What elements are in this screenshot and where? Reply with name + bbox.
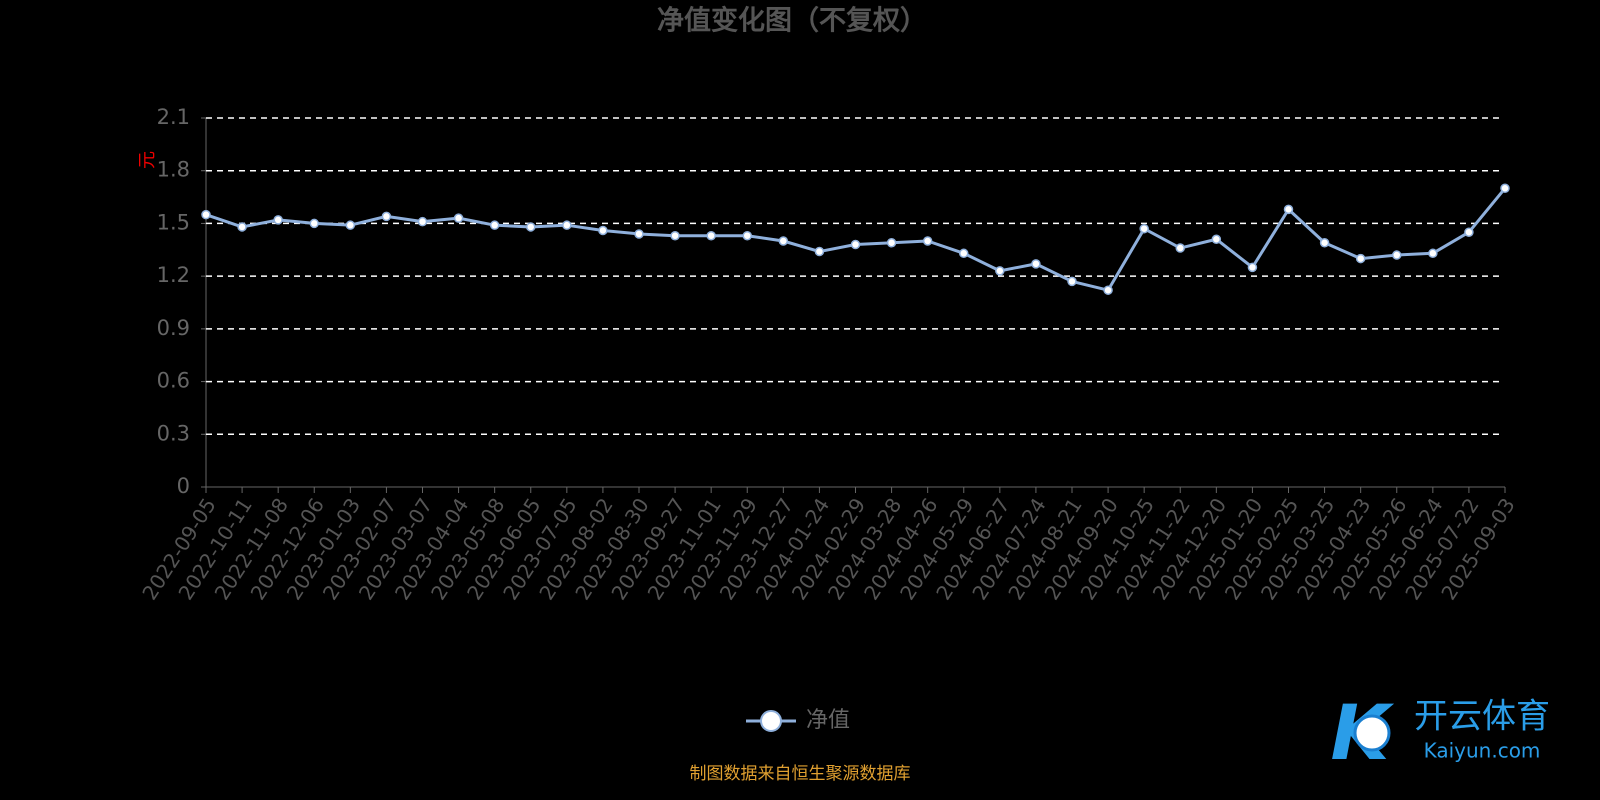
- data-point: [778, 236, 789, 246]
- y-tick-label: 0: [177, 474, 190, 498]
- watermark-site: Kaiyun.com: [1424, 739, 1541, 763]
- data-point: [1283, 204, 1294, 215]
- data-point: [1067, 276, 1077, 287]
- data-point: [1211, 234, 1222, 244]
- legend-label: 净值: [806, 708, 850, 733]
- y-tick-label: 0.9: [157, 316, 190, 340]
- y-tick-label: 1.5: [157, 210, 190, 234]
- y-tick-label: 1.8: [157, 158, 190, 182]
- data-point: [995, 266, 1005, 276]
- data-point: [453, 213, 464, 223]
- data-point: [526, 222, 536, 232]
- data-point: [670, 230, 680, 241]
- data-point: [237, 222, 247, 232]
- data-point: [959, 248, 969, 259]
- data-point: [273, 215, 283, 225]
- legend-marker: [760, 710, 782, 732]
- data-point: [1464, 227, 1474, 237]
- data-point: [922, 236, 933, 246]
- y-tick-label: 1.2: [157, 263, 190, 287]
- data-point: [1031, 259, 1041, 269]
- data-point: [1175, 243, 1185, 253]
- data-point: [1392, 250, 1402, 260]
- watermark: K 开云体育 Kaiyun.com: [1331, 688, 1550, 777]
- data-point: [1428, 248, 1438, 259]
- legend: 净值: [746, 708, 850, 733]
- data-point: [381, 211, 392, 222]
- data-point: [201, 209, 211, 220]
- data-point: [1247, 262, 1258, 273]
- data-point: [598, 225, 608, 236]
- y-tick-label: 2.1: [157, 105, 190, 129]
- data-point: [814, 246, 825, 257]
- data-point: [706, 230, 716, 241]
- data-point: [1500, 183, 1510, 194]
- data-point: [489, 220, 500, 230]
- data-point: [417, 216, 428, 227]
- series-line: [205, 187, 1507, 292]
- data-point: [1139, 223, 1149, 234]
- data-point: [1103, 285, 1113, 295]
- y-axis-label: 元: [137, 151, 158, 169]
- data-point: [1319, 238, 1330, 248]
- y-tick-label: 0.3: [157, 421, 190, 445]
- data-point: [309, 218, 319, 229]
- data-point: [742, 230, 752, 241]
- data-point: [562, 220, 572, 230]
- data-point: [850, 239, 861, 250]
- data-point: [1355, 253, 1366, 264]
- data-point: [886, 238, 897, 248]
- data-point: [634, 229, 644, 239]
- watermark-name: 开云体育: [1414, 697, 1550, 737]
- chart-title: 净值变化图（不复权）: [657, 5, 927, 37]
- watermark-ball: [1353, 714, 1391, 752]
- y-tick-label: 0.6: [157, 369, 190, 393]
- source-note: 制图数据来自恒生聚源数据库: [690, 764, 911, 784]
- data-point: [345, 220, 356, 230]
